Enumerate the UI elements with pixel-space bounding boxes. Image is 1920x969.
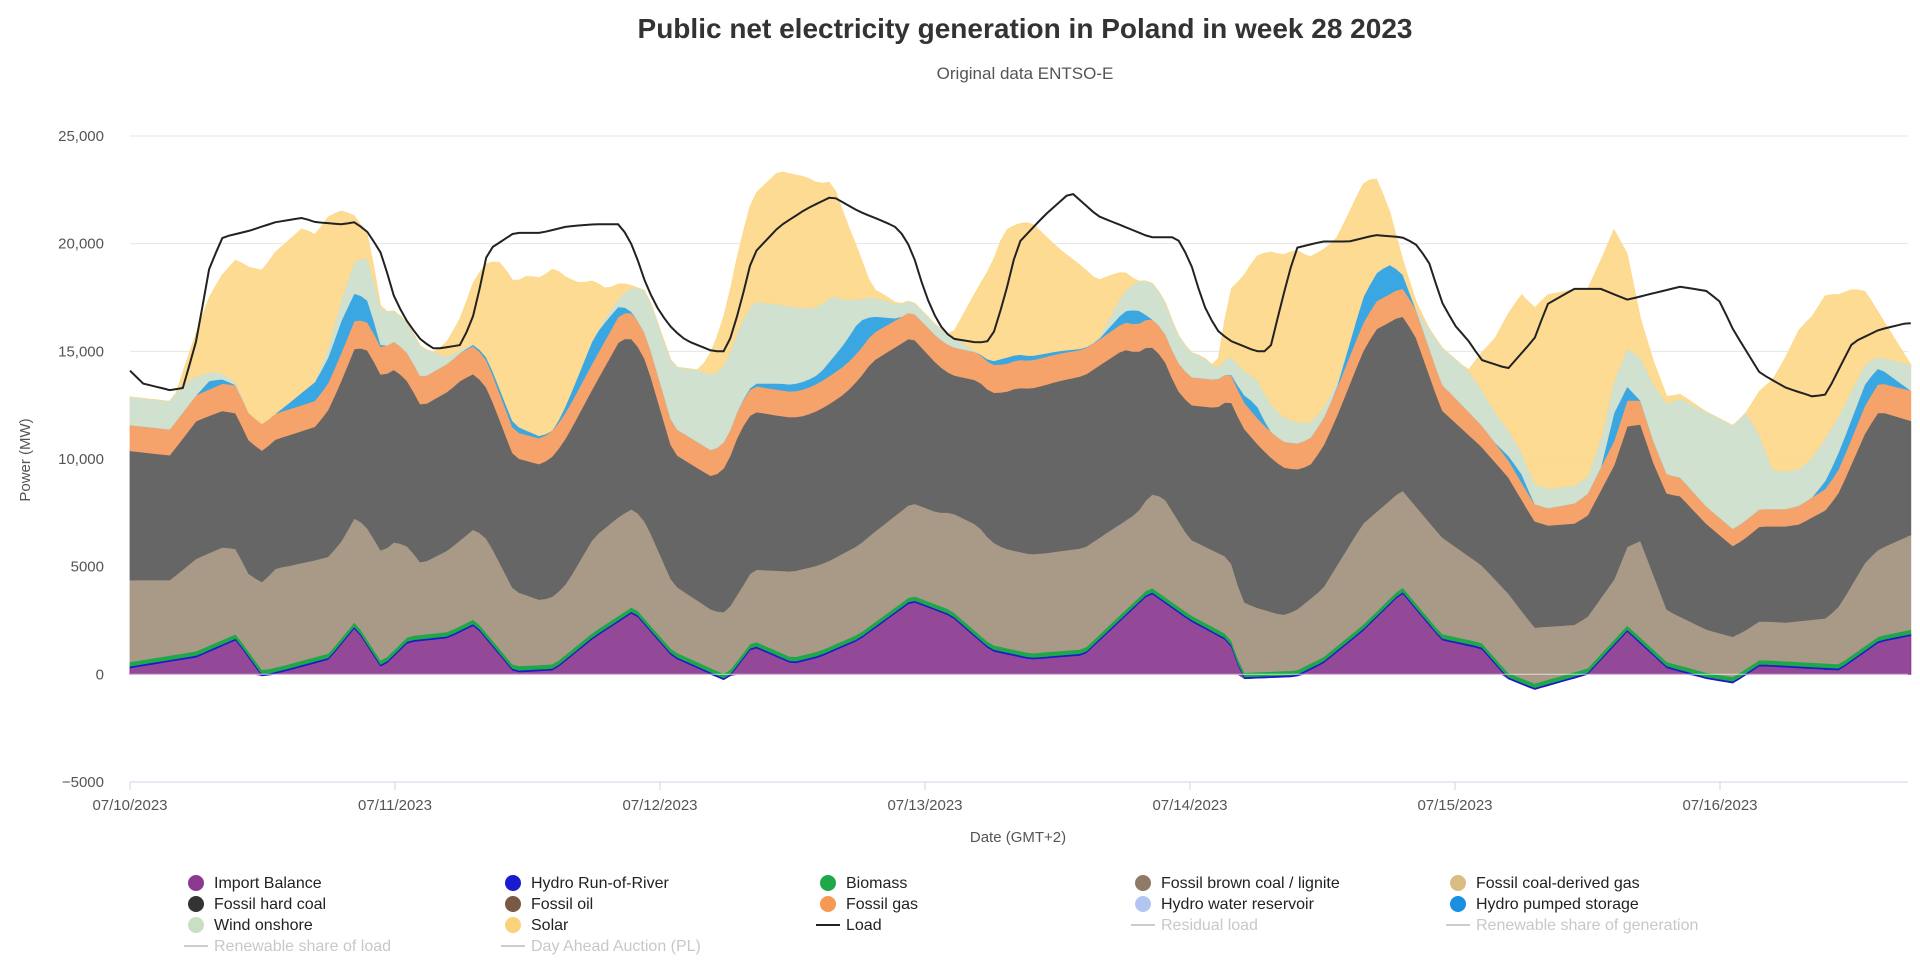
area-series bbox=[129, 171, 1912, 690]
y-axis-ticks: 25,000 20,000 15,000 10,000 5000 0 −5000 bbox=[58, 128, 104, 791]
legend-item[interactable]: Hydro Run-of-River bbox=[505, 875, 669, 892]
legend-label: Fossil coal-derived gas bbox=[1476, 875, 1640, 892]
legend-swatch bbox=[1450, 896, 1466, 912]
legend-label: Hydro Run-of-River bbox=[531, 875, 669, 892]
legend-label: Hydro pumped storage bbox=[1476, 896, 1639, 913]
legend-label: Fossil hard coal bbox=[214, 896, 326, 913]
legend-swatch bbox=[188, 875, 204, 891]
legend-item[interactable]: Solar bbox=[505, 917, 569, 934]
legend-swatch bbox=[505, 896, 521, 912]
x-axis-ticks: 07/10/2023 07/11/2023 07/12/2023 07/13/2023… bbox=[92, 782, 1758, 814]
x-tick-label: 07/16/2023 bbox=[1682, 797, 1757, 814]
legend-item[interactable]: Fossil brown coal / lignite bbox=[1135, 875, 1340, 892]
legend-label: Day Ahead Auction (PL) bbox=[531, 938, 701, 955]
legend-item[interactable]: Fossil hard coal bbox=[188, 896, 326, 913]
legend-label: Biomass bbox=[846, 875, 907, 892]
legend-swatch bbox=[188, 917, 204, 933]
legend-swatch bbox=[1135, 896, 1151, 912]
legend-item[interactable]: Residual load bbox=[1131, 917, 1258, 934]
legend-swatch bbox=[505, 875, 521, 891]
legend-label: Residual load bbox=[1161, 917, 1258, 934]
legend-swatch bbox=[820, 896, 836, 912]
legend-item[interactable]: Fossil coal-derived gas bbox=[1450, 875, 1640, 892]
legend-item[interactable]: Fossil gas bbox=[820, 896, 918, 913]
series-area-solar bbox=[129, 171, 1912, 490]
y-tick-label: 25,000 bbox=[58, 128, 104, 145]
legend-item[interactable]: Renewable share of generation bbox=[1446, 917, 1698, 934]
series-line-load bbox=[129, 193, 1911, 398]
legend-item[interactable]: Day Ahead Auction (PL) bbox=[501, 938, 701, 955]
y-axis-label: Power (MW) bbox=[17, 418, 34, 501]
legend-item[interactable]: Import Balance bbox=[188, 875, 322, 892]
y-tick-label: 10,000 bbox=[58, 451, 104, 468]
legend-item[interactable]: Wind onshore bbox=[188, 917, 313, 934]
x-tick-label: 07/13/2023 bbox=[887, 797, 962, 814]
legend-item[interactable]: Hydro water reservoir bbox=[1135, 896, 1315, 913]
x-tick-label: 07/11/2023 bbox=[358, 797, 432, 814]
x-tick-label: 07/15/2023 bbox=[1417, 797, 1492, 814]
x-tick-label: 07/12/2023 bbox=[622, 797, 697, 814]
legend-label: Fossil oil bbox=[531, 896, 593, 913]
legend-label: Renewable share of generation bbox=[1476, 917, 1698, 934]
y-tick-label: 20,000 bbox=[58, 236, 104, 253]
legend-item[interactable]: Load bbox=[816, 917, 882, 934]
legend-item[interactable]: Renewable share of load bbox=[184, 938, 391, 955]
x-tick-label: 07/14/2023 bbox=[1152, 797, 1227, 814]
legend-swatch bbox=[1135, 875, 1151, 891]
legend-item[interactable]: Fossil oil bbox=[505, 896, 593, 913]
legend-label: Fossil brown coal / lignite bbox=[1161, 875, 1340, 892]
legend-label: Solar bbox=[531, 917, 569, 934]
legend-label: Renewable share of load bbox=[214, 938, 391, 955]
legend-label: Wind onshore bbox=[214, 917, 313, 934]
legend-swatch bbox=[505, 917, 521, 933]
legend-swatch bbox=[1450, 875, 1466, 891]
legend-label: Import Balance bbox=[214, 875, 322, 892]
legend-swatch bbox=[188, 896, 204, 912]
legend-item[interactable]: Biomass bbox=[820, 875, 907, 892]
x-tick-label: 07/10/2023 bbox=[92, 797, 167, 814]
y-tick-label: 5000 bbox=[71, 559, 104, 576]
legend: Import Balance Hydro Run-of-River Biomass F… bbox=[184, 875, 1698, 955]
x-axis-label: Date (GMT+2) bbox=[970, 829, 1066, 846]
legend-label: Fossil gas bbox=[846, 896, 918, 913]
y-tick-label: 0 bbox=[96, 666, 104, 683]
legend-swatch bbox=[820, 875, 836, 891]
y-tick-label: −5000 bbox=[62, 774, 104, 791]
legend-label: Load bbox=[846, 917, 882, 934]
y-tick-label: 15,000 bbox=[58, 343, 104, 360]
chart-subtitle: Original data ENTSO-E bbox=[937, 64, 1114, 83]
legend-label: Hydro water reservoir bbox=[1161, 896, 1315, 913]
legend-item[interactable]: Hydro pumped storage bbox=[1450, 896, 1639, 913]
chart-title: Public net electricity generation in Pol… bbox=[638, 13, 1413, 44]
